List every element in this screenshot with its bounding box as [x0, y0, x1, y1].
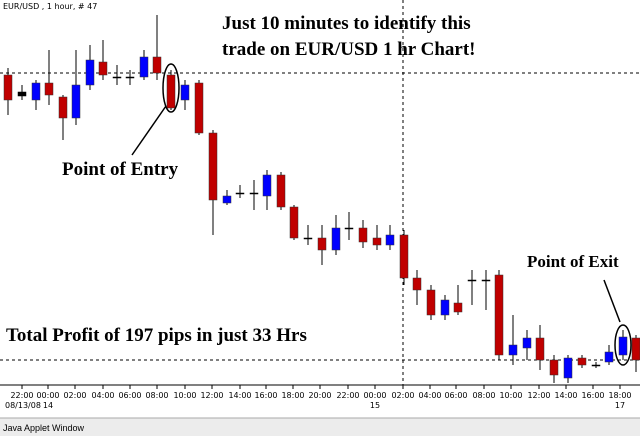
date-label: 15: [370, 401, 380, 410]
candle-body: [249, 192, 259, 195]
x-tick-label: 00:00: [36, 391, 59, 400]
candle-body: [98, 61, 108, 76]
x-tick-label: 22:00: [10, 391, 33, 400]
x-tick-label: 16:00: [254, 391, 277, 400]
candle-body: [125, 76, 135, 79]
candle-body: [577, 357, 587, 366]
candle-body: [31, 82, 41, 101]
candle-body: [508, 344, 518, 356]
x-tick-label: 18:00: [608, 391, 631, 400]
candle-body: [604, 351, 614, 363]
x-tick-label: 06:00: [118, 391, 141, 400]
candle-body: [494, 274, 504, 356]
candle-body: [303, 237, 313, 240]
candle-body: [3, 74, 13, 101]
x-tick-label: 04:00: [91, 391, 114, 400]
exit-label: Point of Exit: [527, 252, 619, 271]
x-tick-label: 20:00: [308, 391, 331, 400]
exit-circle: [614, 324, 632, 366]
x-tick-label: 10:00: [173, 391, 196, 400]
symbol-caption: EUR/USD , 1 hour, # 47: [3, 2, 97, 11]
headline: Just 10 minutes to identify this: [222, 13, 471, 34]
status-bar: [0, 418, 640, 436]
candle-body: [289, 206, 299, 239]
candle-body: [372, 237, 382, 246]
candle-body: [467, 279, 477, 282]
x-tick-label: 10:00: [499, 391, 522, 400]
date-label: 08/13/08: [5, 401, 41, 410]
candle-body: [276, 174, 286, 208]
x-tick-label: 02:00: [63, 391, 86, 400]
x-tick-label: 14:00: [554, 391, 577, 400]
candle-body: [58, 96, 68, 119]
entry-arrow: [131, 105, 167, 156]
candle-body: [549, 359, 559, 376]
candle-body: [412, 277, 422, 291]
x-tick-label: 12:00: [527, 391, 550, 400]
candle-body: [17, 91, 27, 97]
candle-body: [344, 227, 354, 230]
candle-body: [112, 76, 122, 79]
candle-body: [208, 132, 218, 201]
candle-body: [563, 357, 573, 379]
entry-circle: [162, 63, 180, 113]
candle-body: [71, 84, 81, 119]
date-label: 14: [43, 401, 53, 410]
x-tick-label: 04:00: [418, 391, 441, 400]
candle-body: [180, 84, 190, 101]
headline: trade on EUR/USD 1 hr Chart!: [222, 39, 476, 60]
candle-body: [194, 82, 204, 134]
candle-body: [440, 299, 450, 316]
entry-label: Point of Entry: [62, 159, 179, 180]
x-tick-label: 08:00: [145, 391, 168, 400]
x-tick-label: 16:00: [581, 391, 604, 400]
candle-body: [618, 336, 628, 356]
candle-body: [591, 364, 601, 367]
candle-body: [426, 289, 436, 316]
candle-body: [358, 227, 368, 243]
candle-body: [262, 174, 272, 197]
date-label: 17: [615, 401, 625, 410]
candle-body: [85, 59, 95, 86]
candle-body: [399, 234, 409, 279]
candles: [3, 15, 640, 383]
exit-arrow: [603, 279, 621, 323]
candle-body: [44, 82, 54, 96]
candle-body: [235, 192, 245, 195]
x-tick-label: 14:00: [228, 391, 251, 400]
candle-body: [631, 337, 640, 361]
candle-body: [453, 302, 463, 313]
candle-body: [166, 74, 176, 109]
candle-body: [522, 337, 532, 349]
x-tick-label: 00:00: [363, 391, 386, 400]
candle-body: [385, 234, 395, 246]
candle-body: [535, 337, 545, 361]
footer-text: Java Applet Window: [3, 423, 85, 433]
x-tick-label: 02:00: [391, 391, 414, 400]
candle-body: [481, 279, 491, 282]
x-tick-label: 12:00: [200, 391, 223, 400]
candle-body: [317, 237, 327, 251]
candle-body: [139, 56, 149, 78]
x-tick-label: 08:00: [472, 391, 495, 400]
x-tick-label: 22:00: [336, 391, 359, 400]
profit-label: Total Profit of 197 pips in just 33 Hrs: [6, 325, 307, 346]
x-tick-label: 18:00: [281, 391, 304, 400]
candle-body: [222, 195, 232, 204]
candle-body: [331, 227, 341, 251]
candle-body: [152, 56, 162, 74]
x-tick-label: 06:00: [444, 391, 467, 400]
